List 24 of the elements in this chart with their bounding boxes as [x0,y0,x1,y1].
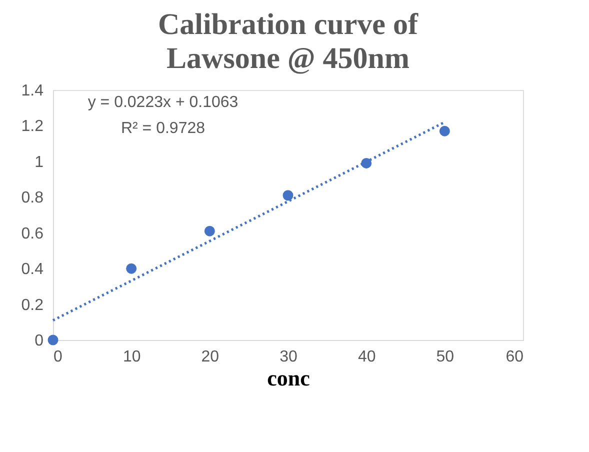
y-tick-label: 0.2 [21,296,44,314]
y-tick-label: 1.4 [21,82,44,100]
point [282,190,294,201]
x-tick-label: 10 [122,348,141,366]
point [439,126,450,136]
y-tick-label: 0.6 [21,225,44,242]
y-tick-label: 0.8 [21,190,44,207]
x-tick-label: 20 [201,348,220,366]
y-tick-label: 1 [34,154,44,171]
point [126,263,137,274]
point [204,226,215,236]
chart-title: Calibration curve of Lawsone @ 450nm [158,8,419,75]
annotation: R² = 0.9728 [120,120,206,137]
annotation: y = 0.0223x + 0.1063 [88,94,238,111]
x-tick-label: 30 [280,348,298,366]
x-tick-label: 50 [436,348,454,366]
x-tick-label: 60 [506,348,524,366]
x-tick-label: 40 [358,348,376,366]
x-axis-title: conc [267,366,310,390]
y-tick-label: 0 [34,332,44,350]
x-tick-label: 0 [54,348,62,366]
y-tick-label: 0.4 [21,261,44,278]
point [48,334,58,346]
y-tick-label: 1.2 [21,118,44,136]
